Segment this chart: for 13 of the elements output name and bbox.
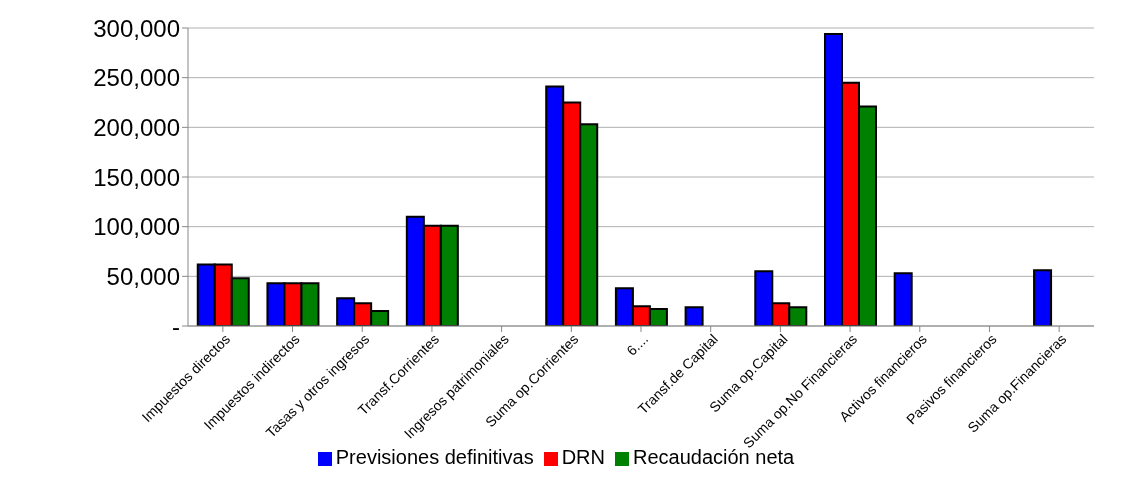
y-tick-label: 50,000 bbox=[106, 262, 180, 290]
bar bbox=[684, 306, 704, 326]
x-tick-label: 6.... bbox=[623, 330, 652, 359]
y-tick-label: - bbox=[172, 312, 180, 340]
y-tick-label: 150,000 bbox=[93, 163, 180, 191]
y-tick-label: 200,000 bbox=[93, 113, 180, 141]
bar bbox=[1033, 269, 1053, 326]
y-tick-label: 250,000 bbox=[93, 64, 180, 92]
legend-label: Previsiones definitivas bbox=[335, 446, 534, 468]
legend-label: DRN bbox=[561, 446, 605, 468]
y-tick-label: 100,000 bbox=[93, 213, 180, 241]
bar bbox=[893, 272, 913, 326]
y-tick-label: 300,000 bbox=[93, 14, 180, 42]
